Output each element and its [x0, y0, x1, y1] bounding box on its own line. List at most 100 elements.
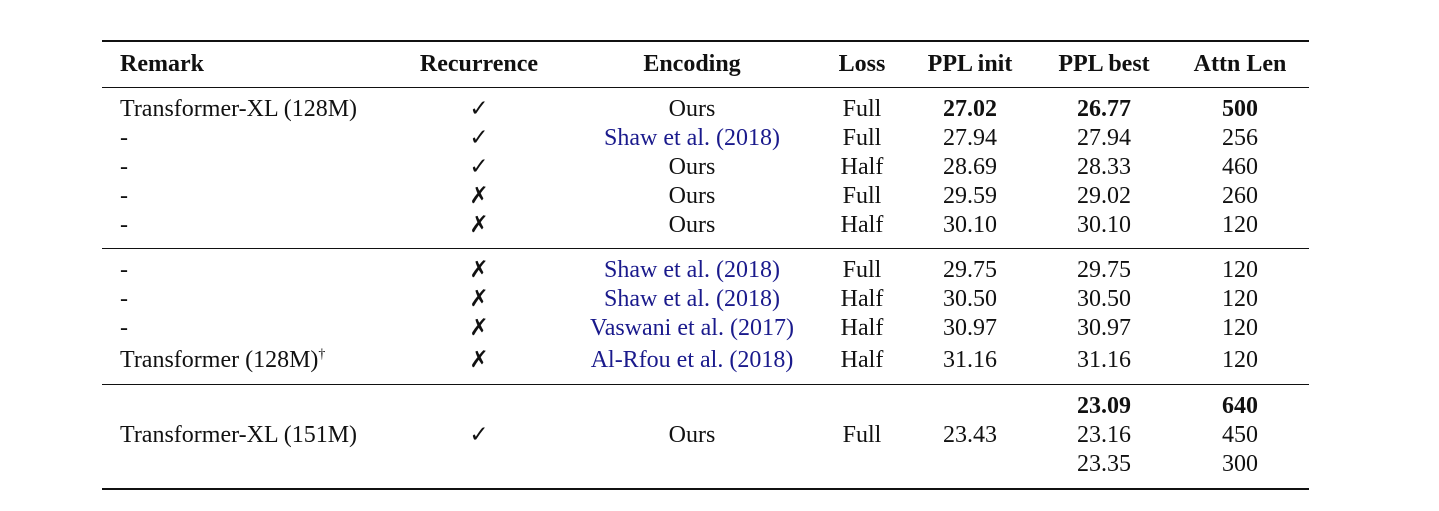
ppl-best-cell: 23.16	[1077, 422, 1131, 448]
encoding-cell: Ours	[668, 183, 716, 209]
top-rule	[102, 40, 1309, 42]
remark-text: Transformer (128M)	[120, 347, 319, 373]
dagger-mark: †	[318, 347, 326, 362]
loss-cell: Half	[840, 286, 884, 312]
encoding-citation-link[interactable]: Shaw et al. (2018)	[604, 125, 780, 151]
ppl-best-cell: 26.77	[1077, 96, 1131, 122]
cross-icon: ✗	[469, 347, 489, 373]
ppl-init-cell: 30.10	[943, 212, 997, 238]
remark-cell: -	[120, 183, 128, 209]
table-row: - ✓ Shaw et al. (2018) Full 27.94 27.94 …	[102, 124, 1309, 153]
table-row: 23.35 300	[102, 450, 1309, 479]
table-row: - ✗ Shaw et al. (2018) Full 29.75 29.75 …	[102, 256, 1309, 285]
ppl-best-cell: 30.10	[1077, 212, 1131, 238]
remark-cell: -	[120, 257, 128, 283]
ppl-best-cell: 30.50	[1077, 286, 1131, 312]
header-attn-len: Attn Len	[1193, 51, 1287, 77]
ppl-init-cell: 29.59	[943, 183, 997, 209]
remark-cell: -	[120, 286, 128, 312]
remark-cell: Transformer-XL (128M)	[120, 96, 358, 122]
encoding-cell: Ours	[668, 96, 716, 122]
attn-len-cell: 256	[1222, 125, 1258, 151]
encoding-citation-link[interactable]: Vaswani et al. (2017)	[590, 315, 794, 341]
results-table: Remark Recurrence Encoding Loss PPL init…	[102, 40, 1309, 491]
table-row: - ✗ Ours Half 30.10 30.10 120	[102, 211, 1309, 240]
table-row: 23.09 640	[102, 392, 1309, 421]
loss-cell: Full	[842, 96, 882, 122]
remark-cell: -	[120, 125, 128, 151]
ppl-init-cell: 31.16	[943, 347, 997, 373]
ppl-best-cell: 23.09	[1077, 393, 1131, 419]
loss-cell: Full	[842, 422, 882, 448]
ppl-init-cell: 27.02	[943, 96, 997, 122]
table-row: - ✓ Ours Half 28.69 28.33 460	[102, 153, 1309, 182]
encoding-citation-link[interactable]: Shaw et al. (2018)	[604, 257, 780, 283]
remark-cell: -	[120, 315, 128, 341]
loss-cell: Half	[840, 212, 884, 238]
header-row: Remark Recurrence Encoding Loss PPL init…	[102, 50, 1309, 79]
header-rule	[102, 87, 1309, 88]
attn-len-cell: 120	[1222, 286, 1258, 312]
loss-cell: Half	[840, 154, 884, 180]
ppl-init-cell: 23.43	[943, 422, 997, 448]
ppl-best-cell: 30.97	[1077, 315, 1131, 341]
table-row: Transformer-XL (128M) ✓ Ours Full 27.02 …	[102, 95, 1309, 124]
bottom-rule	[102, 488, 1309, 490]
ppl-best-cell: 29.75	[1077, 257, 1131, 283]
loss-cell: Full	[842, 125, 882, 151]
check-icon: ✓	[469, 154, 489, 180]
remark-cell: -	[120, 154, 128, 180]
ppl-init-cell: 27.94	[943, 125, 997, 151]
attn-len-cell: 640	[1222, 393, 1258, 419]
ppl-init-cell: 28.69	[943, 154, 997, 180]
cross-icon: ✗	[469, 315, 489, 341]
loss-cell: Full	[842, 257, 882, 283]
ppl-best-cell: 28.33	[1077, 154, 1131, 180]
table-row: - ✗ Ours Full 29.59 29.02 260	[102, 182, 1309, 211]
attn-len-cell: 120	[1222, 212, 1258, 238]
ppl-best-cell: 23.35	[1077, 451, 1131, 477]
cross-icon: ✗	[469, 257, 489, 283]
ppl-init-cell: 30.50	[943, 286, 997, 312]
cross-icon: ✗	[469, 183, 489, 209]
ppl-best-cell: 27.94	[1077, 125, 1131, 151]
attn-len-cell: 120	[1222, 315, 1258, 341]
check-icon: ✓	[469, 96, 489, 122]
header-ppl-best: PPL best	[1058, 51, 1150, 77]
group-divider	[102, 384, 1309, 385]
check-icon: ✓	[469, 422, 489, 448]
loss-cell: Full	[842, 183, 882, 209]
header-recurrence: Recurrence	[419, 51, 539, 77]
encoding-citation-link[interactable]: Al-Rfou et al. (2018)	[590, 347, 794, 373]
attn-len-cell: 450	[1222, 422, 1258, 448]
attn-len-cell: 300	[1222, 451, 1258, 477]
loss-cell: Half	[840, 315, 884, 341]
loss-cell: Half	[840, 347, 884, 373]
cross-icon: ✗	[469, 286, 489, 312]
attn-len-cell: 460	[1222, 154, 1258, 180]
encoding-cell: Ours	[668, 422, 716, 448]
ppl-best-cell: 29.02	[1077, 183, 1131, 209]
header-remark: Remark	[120, 51, 204, 77]
table-row: Transformer (128M)† ✗ Al-Rfou et al. (20…	[102, 346, 1309, 375]
attn-len-cell: 500	[1222, 96, 1258, 122]
header-loss: Loss	[838, 51, 886, 77]
group-divider	[102, 248, 1309, 249]
encoding-cell: Ours	[668, 212, 716, 238]
header-ppl-init: PPL init	[927, 51, 1013, 77]
attn-len-cell: 120	[1222, 347, 1258, 373]
remark-cell: Transformer-XL (151M)	[120, 422, 358, 448]
ppl-init-cell: 29.75	[943, 257, 997, 283]
table-row: - ✗ Shaw et al. (2018) Half 30.50 30.50 …	[102, 285, 1309, 314]
encoding-cell: Ours	[668, 154, 716, 180]
encoding-citation-link[interactable]: Shaw et al. (2018)	[604, 286, 780, 312]
remark-cell: -	[120, 212, 128, 238]
ppl-init-cell: 30.97	[943, 315, 997, 341]
cross-icon: ✗	[469, 212, 489, 238]
table-row: - ✗ Vaswani et al. (2017) Half 30.97 30.…	[102, 314, 1309, 343]
header-encoding: Encoding	[643, 51, 741, 77]
remark-cell: Transformer (128M)†	[120, 346, 325, 375]
attn-len-cell: 120	[1222, 257, 1258, 283]
check-icon: ✓	[469, 125, 489, 151]
attn-len-cell: 260	[1222, 183, 1258, 209]
